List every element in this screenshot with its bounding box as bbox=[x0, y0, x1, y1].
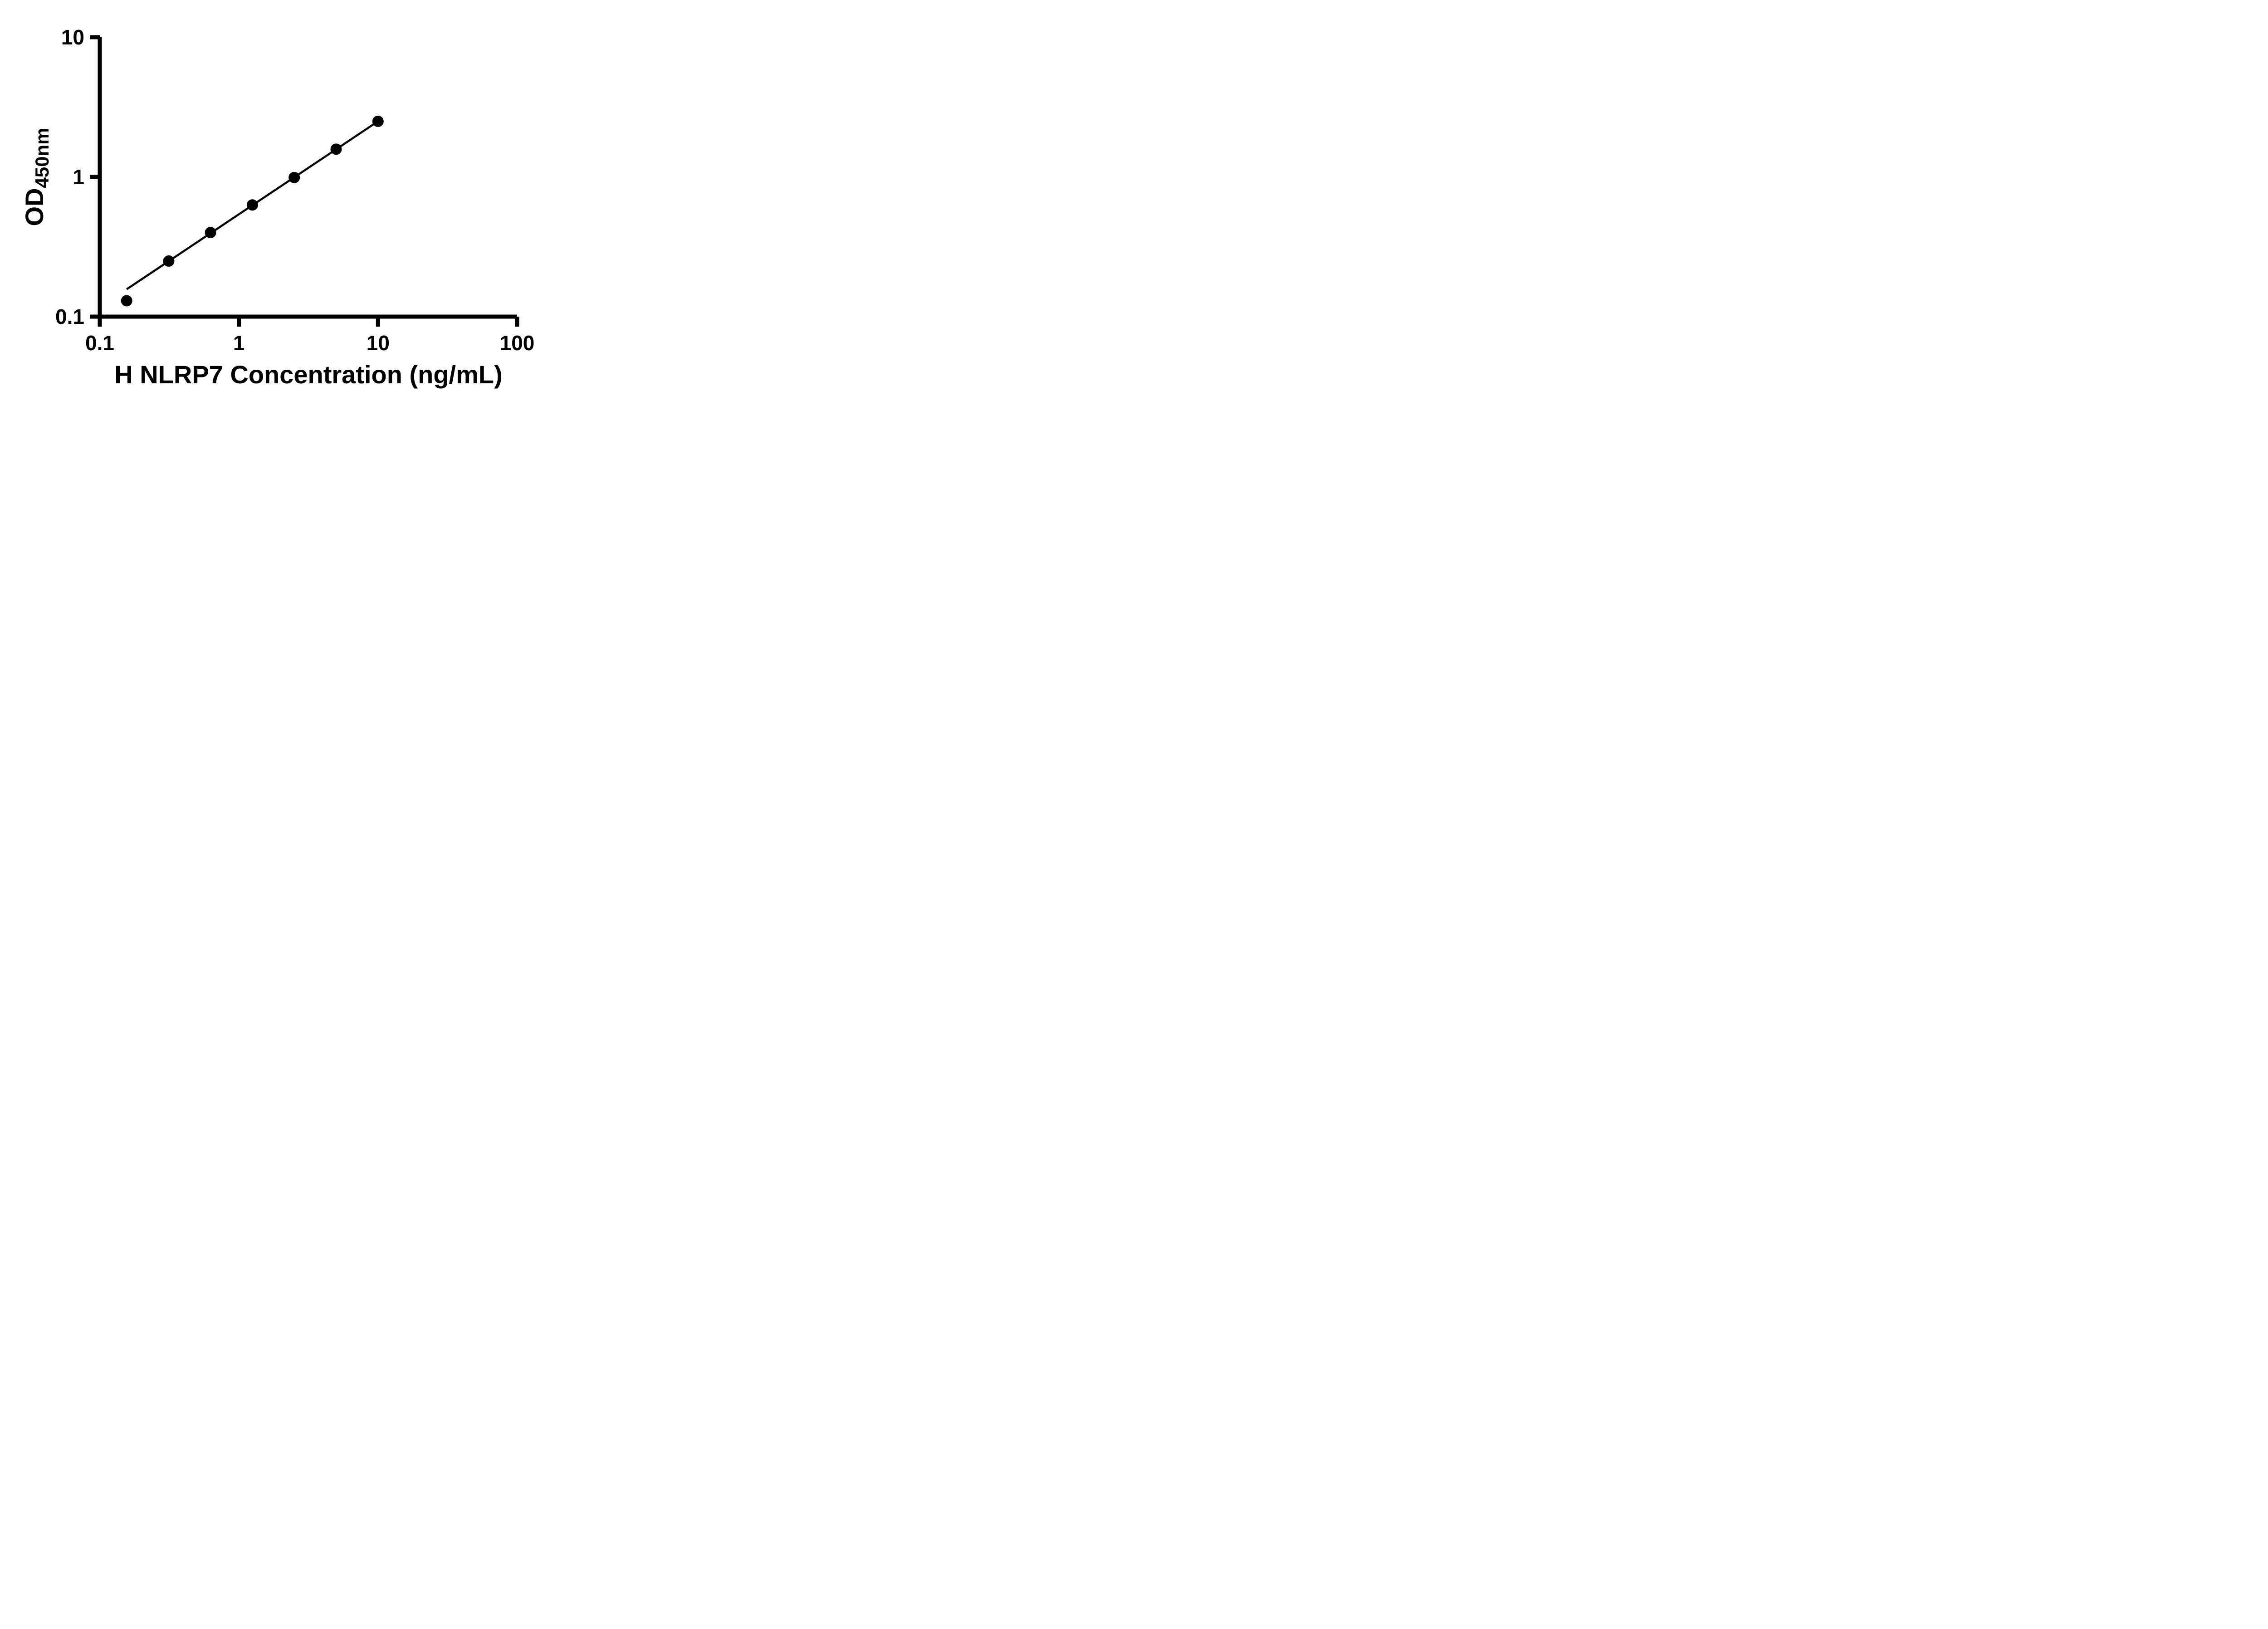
data-point bbox=[205, 227, 216, 239]
data-points-group bbox=[121, 115, 384, 307]
data-point bbox=[163, 255, 175, 267]
chart-page: 0.1 1 10 100 0.1 1 10 H NLRP7 Concentration (n… bbox=[0, 0, 572, 407]
x-tick-label: 100 bbox=[500, 331, 535, 355]
standard-curve-chart: 0.1 1 10 100 0.1 1 10 H NLRP7 Concentration (n… bbox=[20, 25, 534, 389]
axis-tick-labels: 0.1 1 10 100 0.1 1 10 bbox=[55, 25, 534, 355]
data-point bbox=[372, 115, 384, 127]
x-axis-title: H NLRP7 Concentration (ng/mL) bbox=[114, 360, 503, 389]
x-tick-label: 1 bbox=[233, 331, 245, 355]
data-point bbox=[121, 295, 132, 307]
y-axis-title-sub: 450nm bbox=[31, 127, 53, 188]
data-point bbox=[246, 199, 258, 211]
y-tick-label: 10 bbox=[61, 25, 84, 49]
axis-ticks bbox=[90, 35, 519, 327]
y-tick-label: 0.1 bbox=[55, 305, 84, 328]
x-tick-label: 0.1 bbox=[85, 331, 114, 355]
y-axis-title: OD450nm bbox=[20, 127, 53, 226]
x-tick-label: 10 bbox=[367, 331, 390, 355]
data-point bbox=[330, 143, 342, 155]
y-tick-label: 1 bbox=[73, 165, 84, 189]
y-axis-title-main: OD bbox=[20, 188, 49, 226]
data-point bbox=[288, 171, 300, 183]
axes bbox=[98, 37, 517, 319]
